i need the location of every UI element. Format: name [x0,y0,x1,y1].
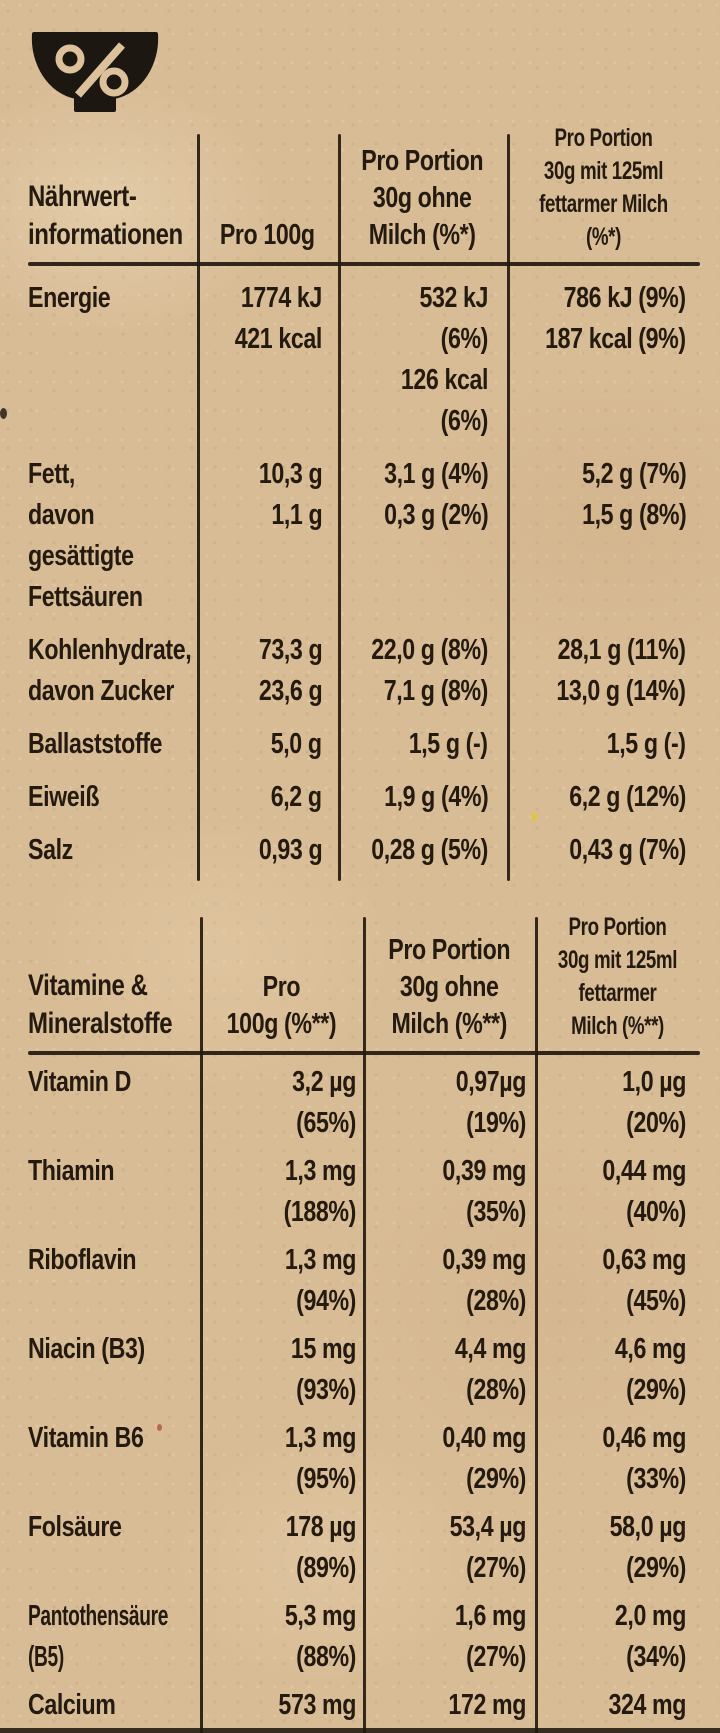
percent-bowl-icon [31,32,159,112]
table-row-kohlenhydrate: Kohlenhydrate, davon Zucker 73,3 g 23,6 … [28,634,686,707]
vitamins-section: Vitamine & Mineralstoffe Pro 100g (%**) … [28,911,700,1733]
paper-speck [531,812,538,821]
column-divider [535,917,538,1733]
col-header-portion-milk: Pro Portion 30g mit 125ml fettarmer Milc… [557,913,678,1040]
table-row-niacin: Niacin (B3) 15 mg (93%) 4,4 mg (28%) 4,6… [28,1333,686,1406]
col-header-portion: Pro Portion 30g ohne Milch (%**) [388,934,510,1040]
table-row-pantothensaeure: Pantothensäure (B5) 5,3 mg (88%) 1,6 mg … [28,1600,686,1673]
table-row-vitamin-b6: Vitamin B6 1,3 mg (95%) 0,40 mg (29%) 0,… [28,1422,686,1495]
column-divider [338,134,341,881]
paper-speck [157,1424,162,1431]
table-row-energie: Energie 1774 kJ 421 kcal 532 kJ (6%) 126… [28,282,686,437]
paper-speck [0,408,7,419]
col-header-portion: Pro Portion 30g ohne Milch (%*) [361,145,484,251]
column-divider [197,134,200,881]
header-rule [28,1051,700,1055]
col-header-per100: Pro 100g [220,219,315,251]
column-divider [200,917,203,1733]
table-row-folsaeure: Folsäure 178 µg (89%) 53,4 µg (27%) 58,0… [28,1511,686,1584]
table-row-ballaststoffe: Ballaststoffe 5,0 g 1,5 g (-) 1,5 g (-) [28,728,686,760]
table-row-thiamin: Thiamin 1,3 mg (188%) 0,39 mg (35%) 0,44… [28,1155,686,1228]
package-bottom-edge [0,1728,720,1733]
col-header-per100: Pro 100g (%**) [226,971,337,1040]
vitamin-rows: Vitamin D 3,2 µg (65%) 0,97µg (19%) 1,0 … [28,1055,700,1733]
col-header-portion-milk: Pro Portion 30g mit 125ml fettarmer Milc… [539,124,668,251]
table-row-salz: Salz 0,93 g 0,28 g (5%) 0,43 g (7%) [28,834,686,866]
nutrition-section: Nährwert- informationen Pro 100g Pro Por… [28,0,700,881]
column-divider [507,134,510,881]
nutrition-header-row: Nährwert- informationen Pro 100g Pro Por… [28,122,700,262]
vitamins-header-row: Vitamine & Mineralstoffe Pro 100g (%**) … [28,911,700,1051]
table-row-fett: Fett, davon gesättigte Fettsäuren 10,3 g… [28,458,686,613]
nutrition-title: Nährwert- informationen [28,180,183,251]
header-rule [28,262,700,266]
vitamins-title: Vitamine & Mineralstoffe [28,969,173,1040]
column-divider [363,917,366,1733]
table-row-riboflavin: Riboflavin 1,3 mg (94%) 0,39 mg (28%) 0,… [28,1244,686,1317]
table-row-vitamin-d: Vitamin D 3,2 µg (65%) 0,97µg (19%) 1,0 … [28,1066,686,1139]
table-row-eiweiss: Eiweiß 6,2 g 1,9 g (4%) 6,2 g (12%) [28,781,686,813]
nutrition-rows: Energie 1774 kJ 421 kcal 532 kJ (6%) 126… [28,266,700,881]
